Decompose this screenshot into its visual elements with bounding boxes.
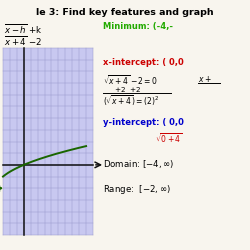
Text: $\sqrt{0+4}$: $\sqrt{0+4}$ bbox=[155, 132, 183, 145]
Text: Minimum: (-4,-: Minimum: (-4,- bbox=[103, 22, 173, 31]
Text: $\sqrt{x+4}$ $-2=0$: $\sqrt{x+4}$ $-2=0$ bbox=[103, 74, 158, 88]
Text: $+2$  $+2$: $+2$ $+2$ bbox=[103, 85, 142, 94]
Bar bbox=[3, 48, 93, 235]
Text: y-intercept: ( 0,0: y-intercept: ( 0,0 bbox=[103, 118, 184, 127]
Text: x-intercept: ( 0,0: x-intercept: ( 0,0 bbox=[103, 58, 184, 67]
Text: Domain: $[-4,\infty)$: Domain: $[-4,\infty)$ bbox=[103, 158, 174, 170]
Text: Range:  $[-2,\infty)$: Range: $[-2,\infty)$ bbox=[103, 183, 171, 196]
Text: $\overline{x - h}$ +k: $\overline{x - h}$ +k bbox=[4, 22, 42, 36]
Text: le 3: Find key features and graph: le 3: Find key features and graph bbox=[36, 8, 214, 17]
Text: $x+$: $x+$ bbox=[198, 74, 212, 84]
Text: $\overline{x + 4}$ $- 2$: $\overline{x + 4}$ $- 2$ bbox=[4, 34, 42, 48]
Text: $(\sqrt{x+4})=(2)^2$: $(\sqrt{x+4})=(2)^2$ bbox=[103, 94, 160, 108]
